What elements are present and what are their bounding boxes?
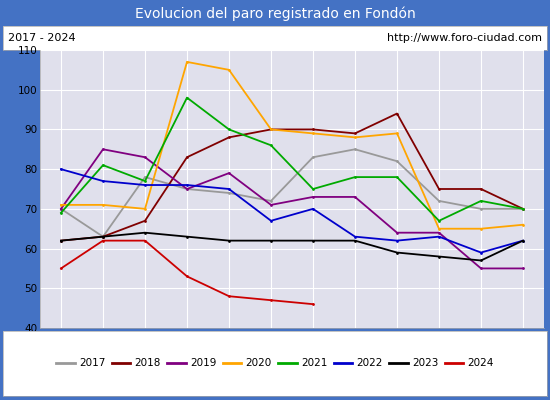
Text: http://www.foro-ciudad.com: http://www.foro-ciudad.com: [387, 33, 542, 43]
Text: 2017 - 2024: 2017 - 2024: [8, 33, 76, 43]
Legend: 2017, 2018, 2019, 2020, 2021, 2022, 2023, 2024: 2017, 2018, 2019, 2020, 2021, 2022, 2023…: [52, 354, 498, 373]
Text: Evolucion del paro registrado en Fondón: Evolucion del paro registrado en Fondón: [135, 7, 415, 21]
